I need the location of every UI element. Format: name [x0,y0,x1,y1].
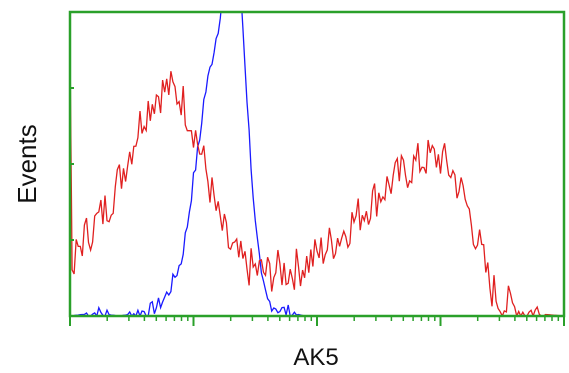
x-axis-label: AK5 [293,344,338,371]
x-ticks [69,316,565,326]
y-axis-label: Events [12,124,42,204]
plot-area [70,12,564,316]
series-line-2 [70,44,564,316]
